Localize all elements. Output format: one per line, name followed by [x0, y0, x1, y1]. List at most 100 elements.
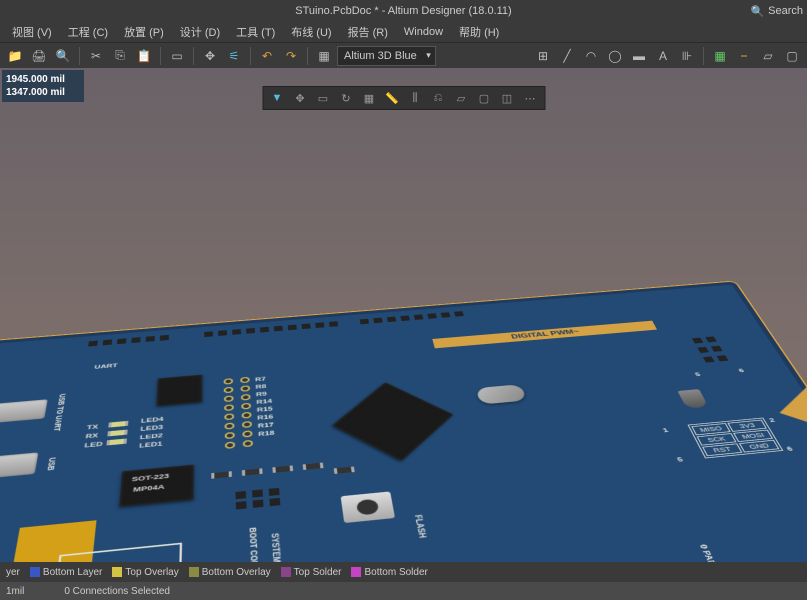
board-surface: DIGITAL PWM~ POWER ANALOG IN: [0, 285, 807, 562]
menu-tools[interactable]: 工具 (T): [228, 22, 283, 42]
header-digital-2: [204, 321, 338, 337]
tb-room-icon[interactable]: ▢: [781, 45, 803, 67]
view-mode-dropdown[interactable]: Altium 3D Blue: [337, 46, 436, 66]
ab-rotate-icon[interactable]: ↻: [335, 88, 357, 108]
component-tx-led: [111, 421, 125, 427]
silk-pin5: 5: [694, 371, 702, 377]
menu-route[interactable]: 布线 (U): [283, 22, 339, 42]
menu-report[interactable]: 报告 (R): [340, 22, 396, 42]
tb-poly-icon[interactable]: ▱: [757, 45, 779, 67]
tb-via-icon[interactable]: ◯: [604, 45, 626, 67]
tb-redo-icon[interactable]: ↷: [280, 45, 302, 67]
tb-route-icon[interactable]: ⎯: [733, 45, 755, 67]
silk-r8: R8: [255, 383, 266, 390]
menu-view[interactable]: 视图 (V): [4, 22, 60, 42]
silk-usb: USB: [45, 457, 57, 471]
coord-x: 1945.000 mil: [6, 73, 80, 86]
ab-move-icon[interactable]: ✥: [289, 88, 311, 108]
ab-3d-icon[interactable]: ◫: [496, 88, 518, 108]
silk-led1: LED1: [139, 440, 162, 449]
status-grid: 1mil: [6, 586, 24, 597]
menu-project[interactable]: 工程 (C): [60, 22, 116, 42]
tb-line-icon[interactable]: ╱: [556, 45, 578, 67]
search-area[interactable]: 🔍 Search: [750, 5, 803, 18]
ab-align-icon[interactable]: ⫼: [404, 88, 426, 108]
smd-c3: [275, 466, 290, 473]
tb-open-icon[interactable]: 📁: [4, 45, 26, 67]
menu-help[interactable]: 帮助 (H): [451, 22, 507, 42]
component-crystal: [476, 384, 527, 404]
layer-tab-top-solder[interactable]: Top Solder: [281, 567, 342, 578]
silk-r7: R7: [255, 376, 266, 383]
status-selection: 0 Connections Selected: [64, 586, 170, 597]
app-title: STuino.PcbDoc * - Altium Designer (18.0.…: [295, 5, 511, 17]
silk-tx: TX: [86, 423, 98, 430]
silk-led2: LED2: [140, 432, 163, 440]
silk-pwrled-box: [52, 543, 182, 562]
silk-r14: R14: [256, 398, 272, 405]
silk-usb-uart: USB TO UART: [52, 393, 68, 431]
smd-c1: [214, 472, 228, 479]
tb-select-icon[interactable]: ▭: [166, 45, 188, 67]
menubar: 视图 (V) 工程 (C) 放置 (P) 设计 (D) 工具 (T) 布线 (U…: [0, 22, 807, 42]
component-reset-button: [341, 491, 395, 523]
component-mcu: [332, 382, 453, 461]
layer-prefix: yer: [6, 567, 20, 578]
silk-r17: R17: [258, 421, 274, 429]
header-digital-1: [88, 335, 169, 347]
menu-place[interactable]: 放置 (P): [116, 22, 172, 42]
silk-system: SYSTEM: [269, 533, 282, 562]
component-yellow-connector: [5, 520, 97, 562]
icsp-num-1: 1: [661, 427, 669, 434]
ab-measure-icon[interactable]: 📏: [381, 88, 403, 108]
tb-dim-icon[interactable]: ⊪: [676, 45, 698, 67]
header-icsp-r1: [692, 336, 717, 343]
pcb-board: DIGITAL PWM~ POWER ANALOG IN: [0, 282, 807, 562]
tb-paste-icon[interactable]: 📋: [133, 45, 155, 67]
silk-r16: R16: [257, 413, 273, 421]
smd-c2: [245, 469, 260, 476]
tb-grid-icon[interactable]: ⊞: [532, 45, 554, 67]
menu-design[interactable]: 设计 (D): [172, 22, 228, 42]
header-boot-config: [235, 488, 280, 510]
ab-room-icon[interactable]: ▢: [473, 88, 495, 108]
tb-filter-icon[interactable]: ⚟: [223, 45, 245, 67]
tb-move-icon[interactable]: ✥: [199, 45, 221, 67]
component-regulator: [119, 465, 194, 507]
tb-copy-icon[interactable]: ⎘: [109, 45, 131, 67]
component-usb-uart-ic: [156, 375, 202, 407]
layer-tab-bottom-solder[interactable]: Bottom Solder: [351, 567, 427, 578]
component-user-led: [109, 439, 124, 445]
ab-select-icon[interactable]: ▭: [312, 88, 334, 108]
component-rx-led: [110, 430, 124, 436]
ab-net-icon[interactable]: ⎌: [427, 88, 449, 108]
ab-more-icon[interactable]: ⋯: [519, 88, 541, 108]
tb-fill-icon[interactable]: ▬: [628, 45, 650, 67]
tb-text-icon[interactable]: A: [652, 45, 674, 67]
tb-comp-icon[interactable]: ▦: [709, 45, 731, 67]
ab-filter-icon[interactable]: ▼: [266, 88, 288, 108]
pad-row-2: [239, 376, 254, 448]
workspace-3d-view[interactable]: 1945.000 mil 1347.000 mil ▼ ✥ ▭ ↻ ▦ 📏 ⫼ …: [0, 68, 807, 562]
search-icon: 🔍: [750, 5, 764, 18]
silk-led4: LED4: [141, 416, 164, 424]
layer-tab-bottom-overlay[interactable]: Bottom Overlay: [189, 567, 271, 578]
icsp-table: MISO3V3 SCKMOSI RSTGND: [688, 418, 784, 459]
silk-sot223: SOT-223: [132, 472, 170, 483]
tb-undo-icon[interactable]: ↶: [256, 45, 278, 67]
tb-preview-icon[interactable]: 🔍: [52, 45, 74, 67]
tb-arc-icon[interactable]: ◠: [580, 45, 602, 67]
layer-tab-top-overlay[interactable]: Top Overlay: [112, 567, 178, 578]
silk-rx: RX: [85, 432, 98, 440]
coord-y: 1347.000 mil: [6, 86, 80, 99]
ab-poly-icon[interactable]: ▱: [450, 88, 472, 108]
silk-led: LED: [84, 441, 103, 449]
tb-cut-icon[interactable]: ✂: [85, 45, 107, 67]
ab-comp-icon[interactable]: ▦: [358, 88, 380, 108]
tb-print-icon[interactable]: 🖨: [28, 45, 50, 67]
smd-c5: [337, 467, 352, 474]
layer-tab-bottom[interactable]: Bottom Layer: [30, 567, 102, 578]
menu-window[interactable]: Window: [396, 24, 451, 40]
icsp-num-2: 2: [768, 417, 776, 424]
tb-layers-icon[interactable]: ▦: [313, 45, 335, 67]
